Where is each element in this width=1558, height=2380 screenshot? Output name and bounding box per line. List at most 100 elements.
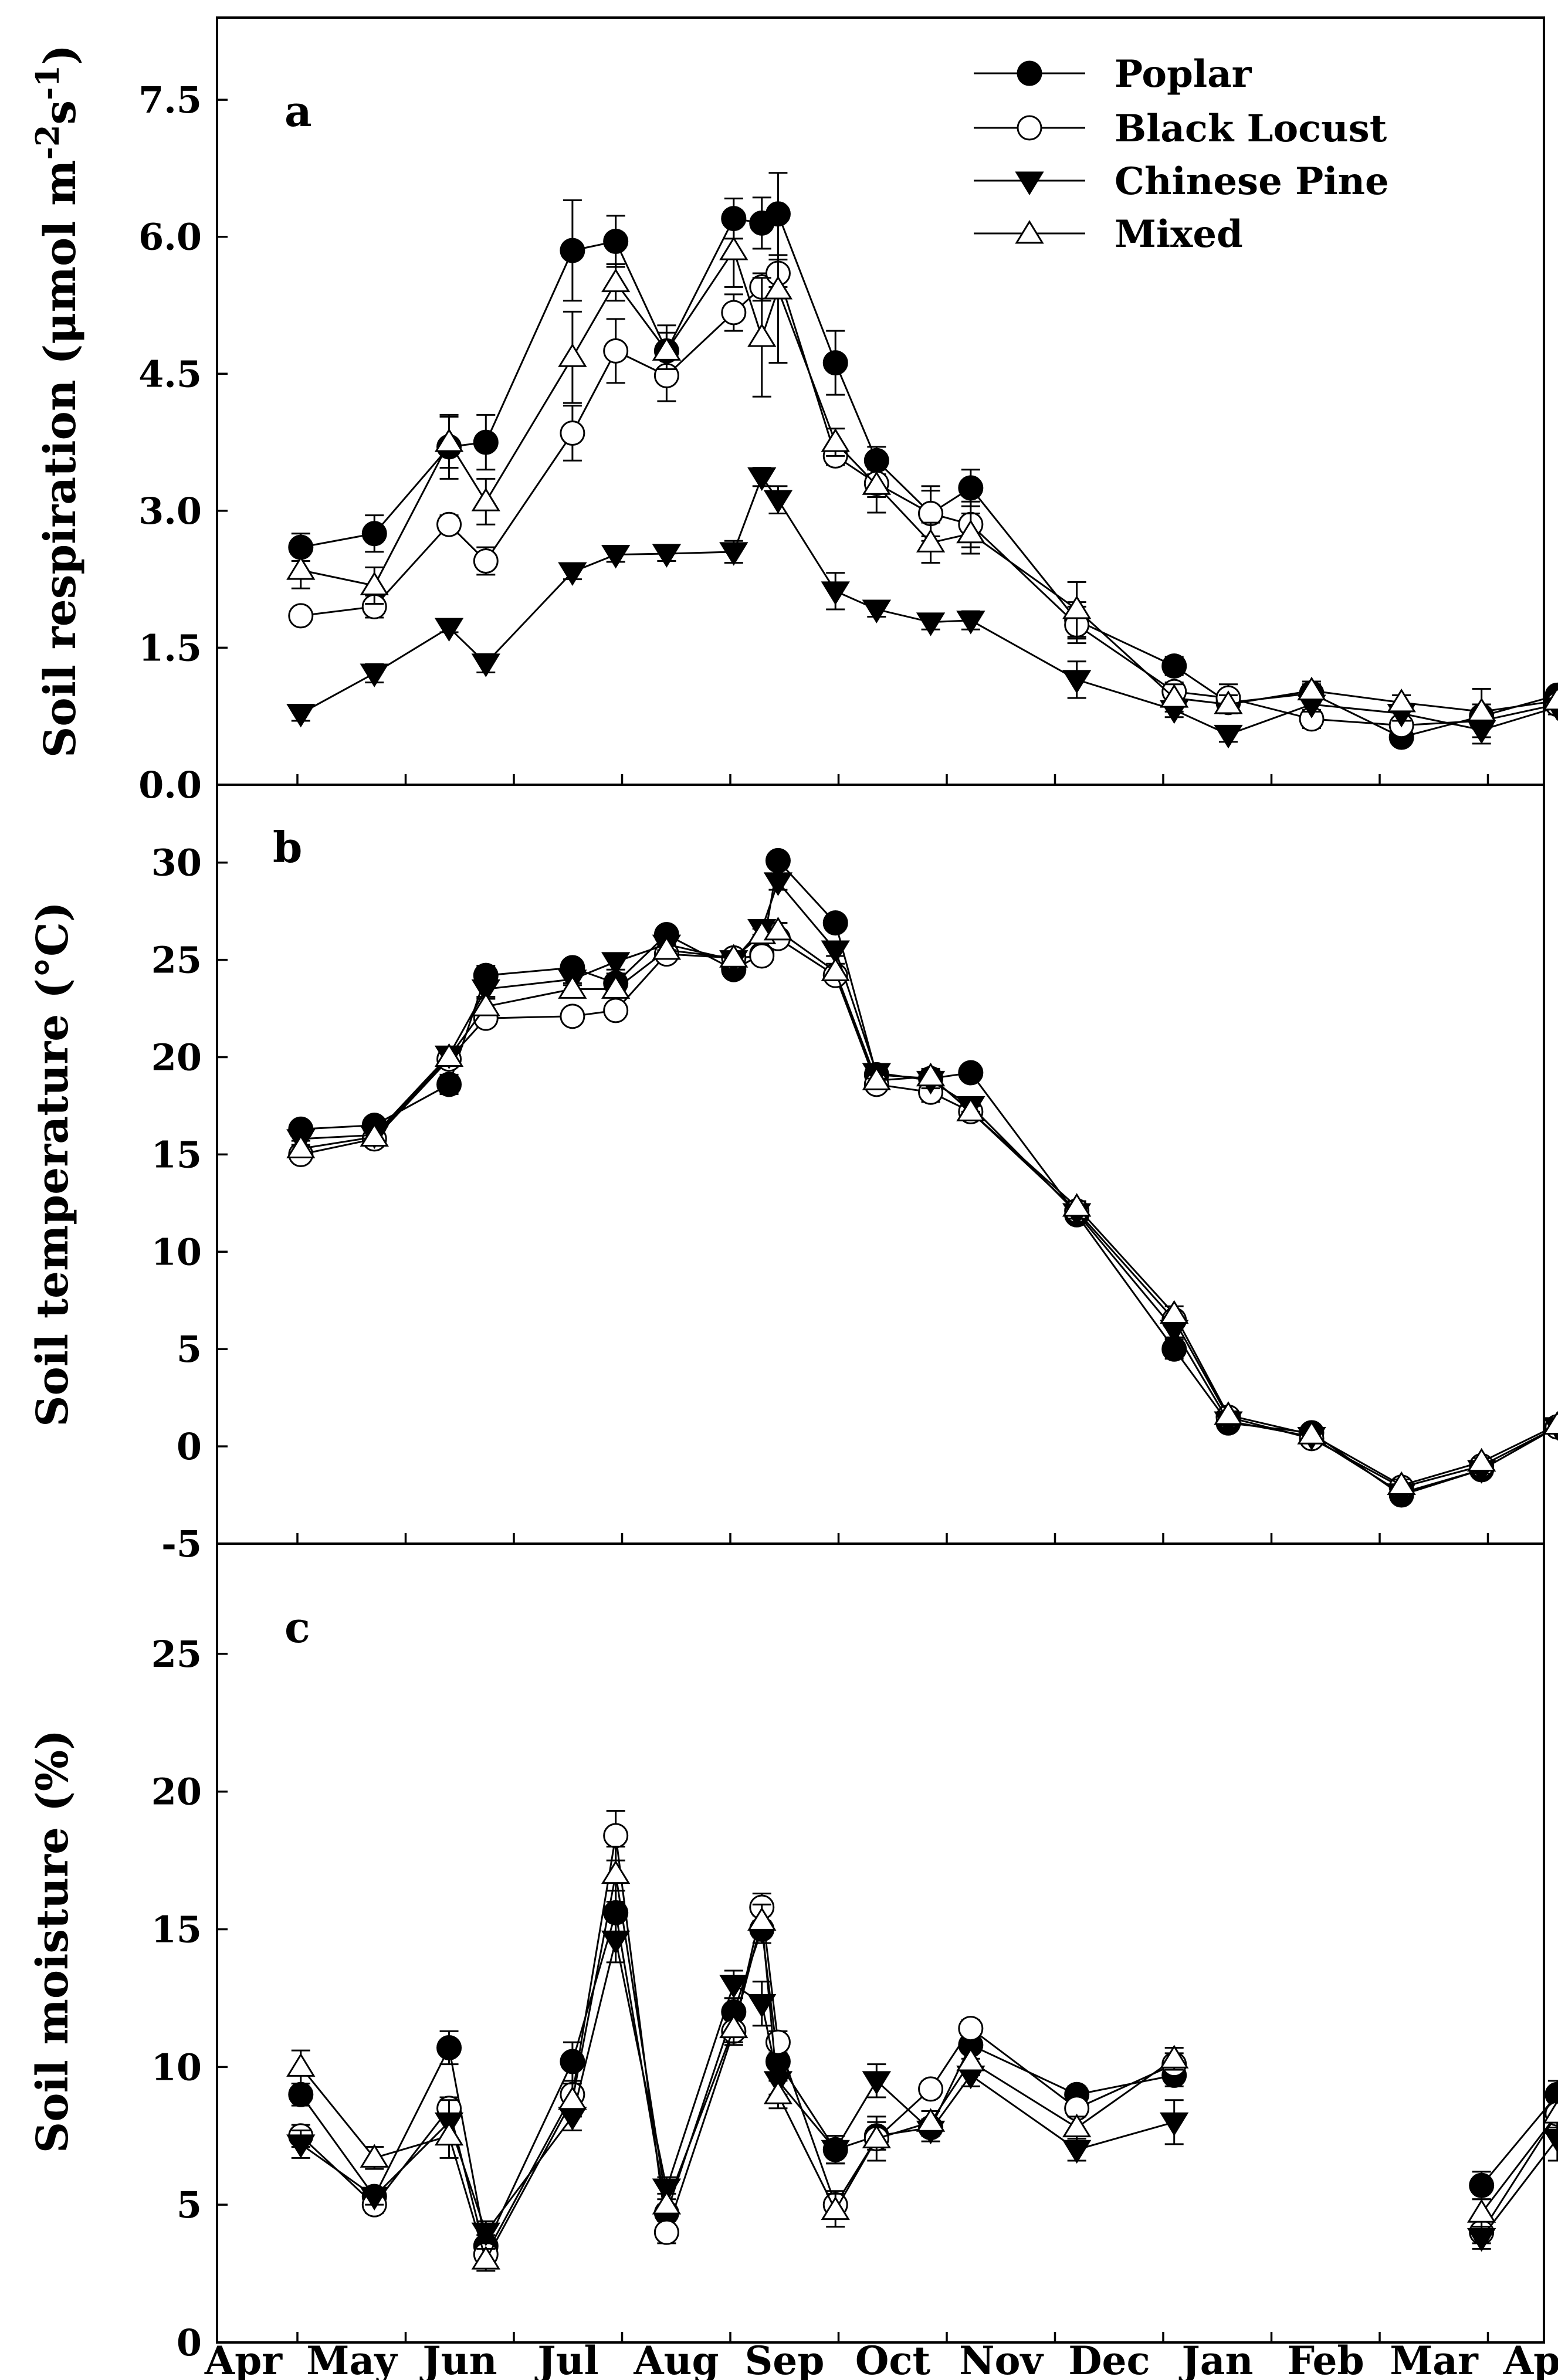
point-mixed bbox=[471, 487, 500, 511]
point-mixed bbox=[862, 471, 891, 495]
point-mixed bbox=[652, 2191, 682, 2215]
point-chinese-pine bbox=[471, 2222, 500, 2247]
point-chinese-pine bbox=[763, 872, 793, 896]
legend-label-mixed: Mixed bbox=[1115, 212, 1243, 256]
point-mixed bbox=[558, 2086, 587, 2110]
ytick-label: 10 bbox=[151, 1230, 202, 1273]
legend-label-chinese-pine: Chinese Pine bbox=[1115, 160, 1389, 204]
point-chinese-pine bbox=[434, 618, 464, 642]
series-line-mixed bbox=[300, 1874, 1558, 2262]
ytick-label: 30 bbox=[151, 842, 202, 884]
point-black-locust bbox=[918, 501, 944, 527]
point-chinese-pine bbox=[601, 545, 631, 569]
point-mixed bbox=[821, 2196, 850, 2220]
point-chinese-pine bbox=[747, 467, 777, 491]
point-mixed bbox=[1467, 697, 1496, 721]
point-chinese-pine bbox=[1062, 670, 1092, 694]
panel-c-plot: 0 5 10 15 20 25 bbox=[151, 1633, 1558, 2364]
series-line-mixed bbox=[300, 930, 1558, 1487]
ytick-label: 20 bbox=[151, 1771, 202, 1813]
series-line-poplar bbox=[300, 859, 1558, 1496]
series-poplar-panel-b bbox=[288, 847, 1558, 1508]
xtick-label: Mar bbox=[1390, 2338, 1479, 2380]
series-line-mixed bbox=[300, 248, 1558, 713]
point-mixed bbox=[558, 975, 587, 999]
xtick-label: Oct bbox=[855, 2338, 931, 2380]
series-line-chinese-pine bbox=[300, 475, 1558, 736]
point-mixed bbox=[1160, 684, 1189, 708]
ytick-label: 15 bbox=[151, 1908, 202, 1951]
point-poplar bbox=[958, 475, 984, 501]
point-mixed bbox=[601, 975, 631, 999]
point-mixed bbox=[434, 2121, 464, 2146]
point-mixed bbox=[1543, 1411, 1558, 1435]
point-black-locust bbox=[603, 338, 629, 364]
point-black-locust bbox=[721, 300, 747, 326]
point-chinese-pine bbox=[1214, 724, 1243, 749]
panel-a-ylabel: Soil respiration (μmol m-2s-1) bbox=[29, 45, 86, 758]
point-chinese-pine bbox=[763, 490, 793, 514]
point-chinese-pine bbox=[360, 663, 389, 687]
point-mixed bbox=[471, 992, 500, 1016]
panel-b-frame bbox=[216, 784, 1545, 1545]
xtick-label: Feb bbox=[1287, 2338, 1364, 2380]
point-mixed bbox=[601, 1860, 631, 1884]
point-black-locust bbox=[603, 998, 629, 1023]
point-poplar bbox=[822, 350, 848, 376]
point-mixed bbox=[747, 323, 777, 347]
point-mixed bbox=[601, 268, 631, 293]
point-chinese-pine bbox=[821, 581, 850, 605]
ytick-label: 4.5 bbox=[138, 352, 202, 395]
legend-marker-chinese-pine bbox=[1015, 171, 1044, 195]
point-mixed bbox=[1467, 1447, 1496, 1472]
ytick-label: 20 bbox=[151, 1036, 202, 1079]
point-chinese-pine bbox=[916, 612, 946, 636]
xtick-label: Apr bbox=[204, 2338, 283, 2380]
point-black-locust bbox=[560, 1003, 585, 1029]
panel-a-plot: 0.0 1.5 3.0 4.5 6.0 7.5 bbox=[138, 79, 1558, 806]
point-mixed bbox=[1062, 2113, 1092, 2138]
ytick-label: 25 bbox=[151, 1633, 202, 1676]
point-mixed bbox=[1297, 676, 1326, 701]
point-chinese-pine bbox=[471, 979, 500, 1003]
point-mixed bbox=[1467, 2199, 1496, 2223]
xtick-label: Sep bbox=[745, 2338, 825, 2380]
point-chinese-pine bbox=[286, 704, 316, 728]
point-mixed bbox=[652, 337, 682, 361]
ytick-label: 10 bbox=[151, 2046, 202, 2089]
xtick-label: May bbox=[306, 2338, 398, 2380]
point-mixed bbox=[763, 916, 793, 941]
point-chinese-pine bbox=[862, 2071, 891, 2095]
point-mixed bbox=[360, 1123, 389, 1147]
xtick-label: Jan bbox=[1179, 2338, 1254, 2380]
point-mixed bbox=[719, 236, 748, 260]
series-chinese-pine-panel-c bbox=[286, 1917, 1558, 2252]
point-mixed bbox=[1387, 688, 1416, 713]
point-mixed bbox=[1062, 595, 1092, 619]
point-chinese-pine bbox=[601, 952, 631, 976]
point-mixed bbox=[1543, 686, 1558, 711]
ytick-label: 25 bbox=[151, 939, 202, 982]
point-mixed bbox=[916, 2108, 946, 2132]
point-black-locust bbox=[653, 2219, 679, 2245]
point-chinese-pine bbox=[719, 542, 748, 566]
point-black-locust bbox=[436, 511, 462, 537]
ytick-label: 6.0 bbox=[138, 216, 202, 259]
legend-label-poplar: Poplar bbox=[1115, 52, 1252, 96]
point-mixed bbox=[1062, 1193, 1092, 1217]
point-mixed bbox=[747, 1907, 777, 1931]
point-poplar bbox=[361, 521, 387, 547]
series-line-black-locust bbox=[300, 937, 1558, 1489]
ytick-label: 0 bbox=[177, 1425, 202, 1468]
ytick-label: 15 bbox=[151, 1133, 202, 1176]
point-chinese-pine bbox=[360, 2186, 389, 2211]
point-black-locust bbox=[473, 548, 499, 574]
legend: Poplar Black Locust Chinese Pine Mixed bbox=[974, 52, 1389, 256]
point-chinese-pine bbox=[747, 1993, 777, 2018]
point-chinese-pine bbox=[558, 562, 587, 586]
point-mixed bbox=[916, 528, 946, 552]
point-mixed bbox=[956, 519, 985, 544]
point-black-locust bbox=[288, 603, 314, 629]
panel-a-label: a bbox=[284, 86, 312, 136]
series-line-poplar bbox=[300, 212, 1558, 738]
